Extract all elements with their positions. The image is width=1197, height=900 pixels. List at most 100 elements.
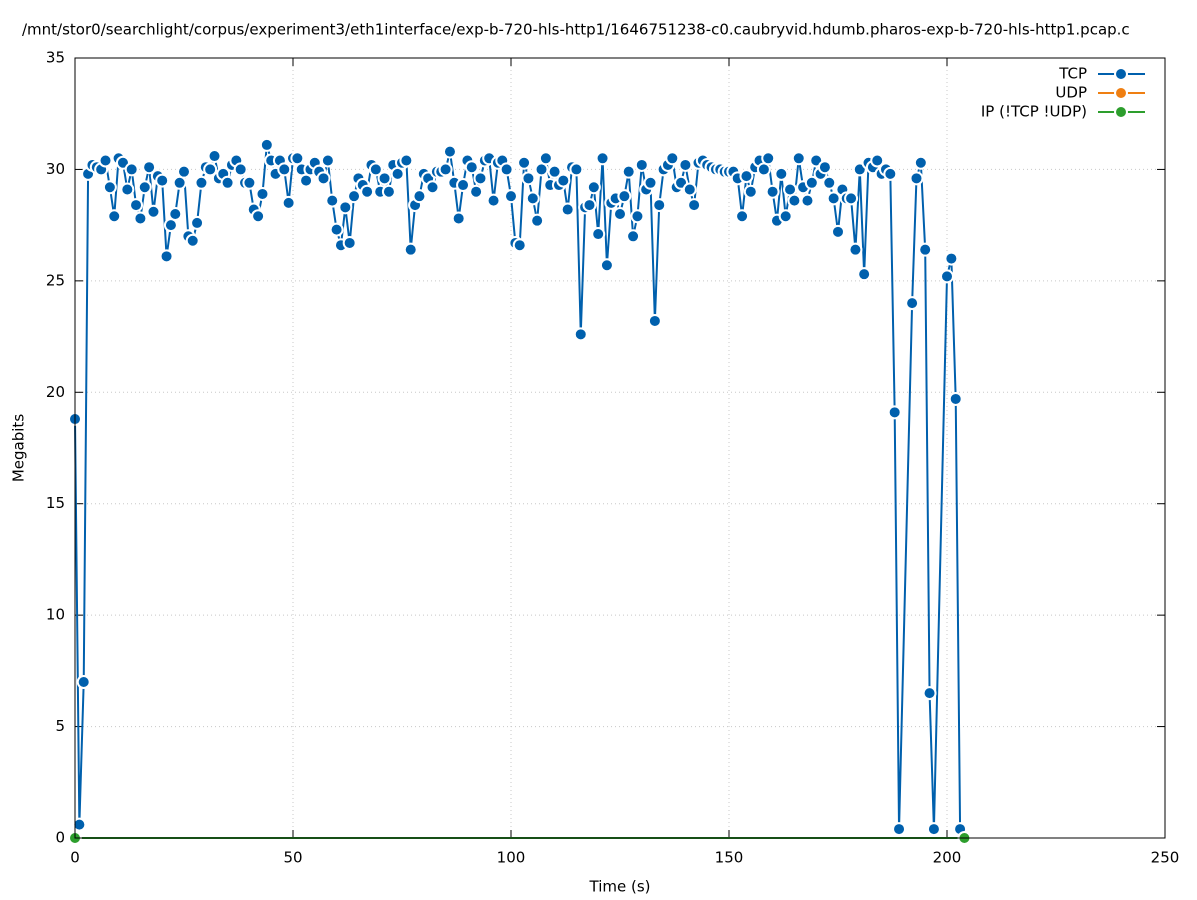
data-point xyxy=(573,327,588,342)
data-point xyxy=(203,162,218,177)
data-point xyxy=(817,160,832,175)
data-point xyxy=(743,184,758,199)
data-point xyxy=(682,182,697,197)
data-point xyxy=(425,180,440,195)
y-tick-label: 15 xyxy=(46,494,65,512)
data-point xyxy=(652,198,667,213)
data-point xyxy=(530,213,545,228)
data-point xyxy=(778,209,793,224)
data-point xyxy=(412,189,427,204)
data-point xyxy=(124,162,139,177)
data-point xyxy=(538,151,553,166)
data-point xyxy=(512,238,527,253)
data-point xyxy=(844,191,859,206)
data-point xyxy=(560,202,575,217)
data-point xyxy=(142,160,157,175)
data-point xyxy=(626,229,641,244)
data-point xyxy=(595,151,610,166)
y-tick-label: 35 xyxy=(46,49,65,67)
data-point xyxy=(909,171,924,186)
y-tick-label: 5 xyxy=(55,717,65,735)
data-point xyxy=(591,227,606,242)
y-axis-label: Megabits xyxy=(10,414,28,482)
data-point xyxy=(870,153,885,168)
data-point xyxy=(329,222,344,237)
data-point xyxy=(177,164,191,179)
data-point xyxy=(787,193,802,208)
data-point xyxy=(761,151,776,166)
data-point xyxy=(848,242,863,257)
data-point xyxy=(940,269,954,284)
data-point xyxy=(403,242,418,257)
data-point xyxy=(72,817,87,832)
data-point xyxy=(857,267,872,282)
legend-swatch-marker xyxy=(1114,67,1128,81)
data-point xyxy=(887,405,902,420)
x-tick-label: 250 xyxy=(1151,849,1180,867)
data-point xyxy=(630,209,645,224)
y-tick-label: 20 xyxy=(46,383,65,401)
data-point xyxy=(207,149,222,164)
data-point xyxy=(913,155,928,170)
data-point xyxy=(137,180,152,195)
data-point xyxy=(504,189,518,204)
data-point xyxy=(368,162,383,177)
data-point xyxy=(168,207,183,221)
x-tick-label: 200 xyxy=(933,849,962,867)
data-point xyxy=(613,207,627,221)
data-point xyxy=(765,184,780,199)
data-point xyxy=(800,193,815,208)
data-point xyxy=(155,173,170,188)
legend-label: UDP xyxy=(1055,84,1087,102)
data-point xyxy=(98,153,113,168)
x-tick-label: 100 xyxy=(497,849,526,867)
data-point xyxy=(190,215,205,230)
data-point xyxy=(883,166,898,181)
data-point xyxy=(617,189,632,204)
data-point xyxy=(586,180,601,195)
data-point xyxy=(259,137,274,152)
data-point xyxy=(735,209,750,224)
x-tick-label: 150 xyxy=(715,849,744,867)
data-point xyxy=(826,191,841,206)
data-point xyxy=(621,164,636,179)
data-point xyxy=(438,162,453,177)
data-point xyxy=(944,251,959,266)
data-point xyxy=(918,242,933,257)
data-point xyxy=(678,157,693,172)
legend-swatch-marker xyxy=(1114,86,1128,100)
y-tick-label: 30 xyxy=(46,160,65,178)
data-point xyxy=(325,193,340,208)
data-point xyxy=(804,175,819,190)
data-point xyxy=(233,162,248,177)
data-point xyxy=(159,249,174,264)
data-point xyxy=(791,151,806,166)
data-point xyxy=(473,171,488,186)
data-point xyxy=(146,204,161,219)
y-tick-label: 10 xyxy=(46,606,65,624)
data-point xyxy=(277,162,292,177)
data-point xyxy=(774,166,789,181)
data-point xyxy=(521,171,536,186)
data-point xyxy=(582,198,597,213)
data-point xyxy=(665,151,680,166)
data-point xyxy=(905,296,920,311)
data-point xyxy=(547,164,562,179)
data-point xyxy=(185,233,200,248)
data-point xyxy=(399,153,414,168)
data-point xyxy=(451,211,466,226)
data-point xyxy=(255,186,270,201)
data-point xyxy=(469,184,484,199)
data-point xyxy=(486,193,501,208)
data-point xyxy=(120,182,135,197)
data-point xyxy=(242,175,257,190)
y-tick-label: 25 xyxy=(46,271,65,289)
x-axis-label: Time (s) xyxy=(589,878,651,896)
data-point xyxy=(948,391,963,406)
data-point xyxy=(347,189,362,204)
data-point xyxy=(569,162,584,177)
data-point xyxy=(338,200,353,215)
